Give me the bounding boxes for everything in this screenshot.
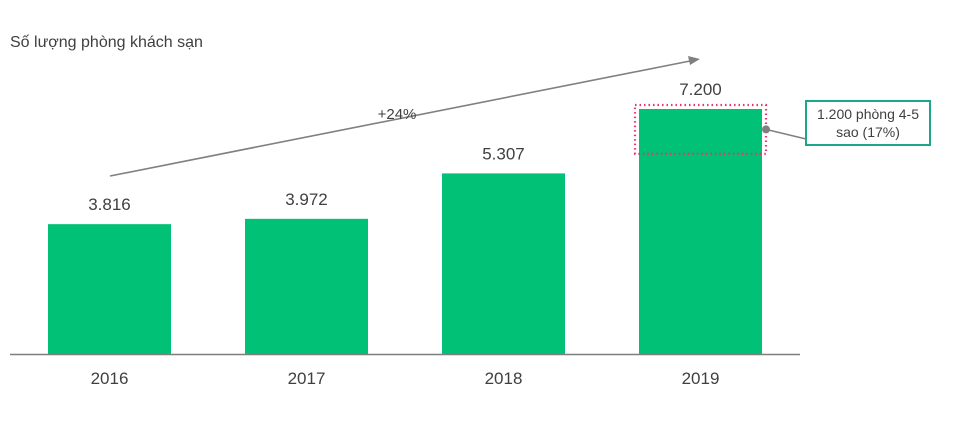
x-tick-2019: 2019 [682,369,720,388]
bars-group [48,109,762,354]
bar-2017 [245,218,368,354]
y-axis-title: Số lượng phòng khách sạn [10,34,203,51]
callout-connector [765,128,807,140]
callout-box: 1.200 phòng 4-5 sao (17%) [805,100,931,146]
bar-2018 [442,173,565,354]
value-label-2018: 5.307 [482,144,525,163]
value-label-2019: 7.200 [679,80,722,99]
growth-label: +24% [378,106,417,123]
growth-arrow-head [688,56,700,65]
x-tick-2017: 2017 [288,369,326,388]
growth-arrow-group: +24% [109,56,700,177]
value-label-2016: 3.816 [88,195,131,214]
bar-2019 [639,109,762,354]
bar-2016 [48,224,171,354]
highlight-group [633,103,807,155]
x-tick-2016: 2016 [91,369,129,388]
x-tick-2018: 2018 [485,369,523,388]
x-tick-labels-group: 2016 2017 2018 2019 [91,369,720,388]
growth-arrow-line [109,60,691,177]
value-labels-group: 3.816 3.972 5.307 7.200 [88,80,722,214]
callout-connector-dot [762,125,770,134]
value-label-2017: 3.972 [285,190,328,209]
